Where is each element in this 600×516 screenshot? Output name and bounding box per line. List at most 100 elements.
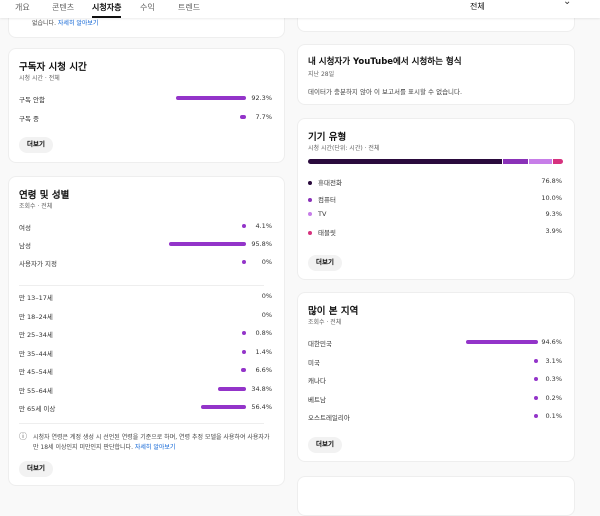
row-percent: 3.9% (545, 226, 562, 235)
tab-trends[interactable]: 트렌드 (178, 3, 201, 12)
list-item: 태블릿 3.9% (308, 226, 562, 237)
row-label: 여성 (19, 224, 31, 232)
see-more-button[interactable]: 더보기 (19, 137, 53, 153)
list-item: 만 55–64세 34.8% (19, 384, 272, 395)
row-percent: 3.1% (545, 356, 562, 365)
value-bar (534, 395, 538, 400)
list-item: TV 9.3% (308, 209, 562, 219)
row-label: 오스트레일리아 (308, 414, 350, 422)
row-percent: 10.0% (541, 193, 562, 202)
value-bar (534, 377, 538, 381)
value-bar (534, 358, 538, 363)
row-percent: 94.6% (541, 338, 562, 346)
see-more-button[interactable]: 더보기 (308, 255, 342, 271)
value-bar (218, 386, 246, 391)
list-item: 캐나다 0.3% (308, 374, 562, 385)
row-label: 구독 중 (19, 115, 40, 123)
filter-dropdown[interactable]: 전체 (470, 2, 485, 11)
formats-card: 내 시청자가 YouTube에서 시청하는 형식 지난 28일 데이터가 충분하… (297, 44, 575, 105)
device-label: 컴퓨터 (318, 195, 336, 204)
card-subtitle: 시청 시간 · 전체 (19, 75, 60, 82)
list-item: 여성 4.1% (19, 221, 272, 232)
device-segment (502, 159, 528, 164)
next-card (297, 476, 575, 516)
row-label: 구독 안함 (19, 96, 45, 104)
row-percent: 92.3% (251, 94, 272, 102)
value-bar (242, 331, 246, 335)
value-bar (466, 340, 538, 344)
row-percent: 4.1% (255, 222, 272, 230)
card-subtitle: 지난 28일 (308, 71, 335, 78)
list-item: 만 13–17세 0% (19, 291, 272, 302)
divider (19, 423, 264, 424)
card-title: 많이 본 지역 (308, 306, 359, 317)
row-label: 만 25–34세 (19, 331, 53, 339)
row-percent: 95.8% (251, 240, 272, 248)
row-percent: 56.4% (251, 403, 272, 411)
no-data-message: 데이터가 충분하지 않아 이 보고서를 표시할 수 없습니다. (308, 88, 463, 96)
card-subtitle: 조회수 · 전체 (19, 203, 53, 210)
list-item: 베트남 0.2% (308, 393, 562, 404)
tab-content[interactable]: 콘텐츠 (52, 3, 75, 12)
row-label: 미국 (308, 358, 320, 367)
row-label: 만 35–44세 (19, 349, 53, 358)
see-more-button[interactable]: 더보기 (19, 461, 53, 477)
tab-audience[interactable]: 시청자층 (92, 2, 122, 18)
list-item: 휴대전화 76.8% (308, 176, 562, 187)
card-title: 내 시청자가 YouTube에서 시청하는 형식 (308, 57, 462, 67)
see-more-button[interactable]: 더보기 (308, 437, 342, 453)
row-label: 태블릿 (308, 227, 336, 237)
device-type-card: 기기 유형 시청 시간(단위: 시간) · 전체 휴대전화 76.8% 컴퓨터 10.… (297, 118, 575, 280)
tab-overview[interactable]: 개요 (15, 3, 30, 12)
row-percent: 9.3% (545, 210, 562, 218)
row-label: 컴퓨터 (308, 194, 336, 204)
card-subtitle: 시청 시간(단위: 시간) · 전체 (308, 145, 380, 152)
info-icon: ⓘ (19, 432, 27, 441)
list-item: 구독 안함 92.3% (19, 93, 272, 104)
row-label: 베트남 (308, 395, 326, 404)
row-label: TV (308, 210, 326, 218)
chevron-down-icon[interactable]: ⌄ (563, 0, 572, 7)
value-bar (242, 260, 246, 264)
value-bar (200, 405, 246, 409)
row-label: 만 18–24세 (19, 312, 53, 321)
list-item: 구독 중 7.7% (19, 112, 272, 123)
list-item: 만 18–24세 0% (19, 310, 272, 321)
list-item: 만 45–54세 6.6% (19, 365, 272, 376)
list-item: 만 65세 이상 56.4% (19, 402, 272, 413)
legend-dot-icon (308, 197, 312, 202)
learn-more-link[interactable]: 자세히 알아보기 (134, 444, 176, 451)
list-item: 미국 3.1% (308, 356, 562, 367)
row-percent: 1.4% (255, 347, 272, 356)
card-title: 연령 및 성별 (19, 190, 70, 201)
card-title: 구독자 시청 시간 (19, 62, 87, 73)
row-label: 만 45–54세 (19, 368, 53, 376)
subscriber-watch-card: 구독자 시청 시간 시청 시간 · 전체 구독 안함 92.3% 구독 중 7.7% … (8, 48, 285, 163)
row-percent: 0% (261, 292, 272, 300)
age-note: 시청자 연령은 계정 생성 시 선언된 연령을 기준으로 하며, 연령 추정 모… (33, 434, 270, 451)
value-bar (242, 349, 246, 354)
row-percent: 34.8% (251, 384, 272, 393)
row-percent: 7.7% (255, 113, 272, 121)
card-title: 기기 유형 (308, 132, 347, 143)
age-gender-card: 연령 및 성별 조회수 · 전체 여성 4.1% 남성 95.8% 사용자가 지정 0% 만… (8, 176, 285, 486)
top-regions-card: 많이 본 지역 조회수 · 전체 대한민국 94.6% 미국 3.1% 캐나다 0.3% 베… (297, 292, 575, 462)
learn-more-link[interactable]: 자세히 알아보기 (57, 20, 99, 27)
device-label: 휴대전화 (318, 179, 342, 187)
legend-dot-icon (308, 181, 312, 185)
row-label: 사용자가 지정 (19, 260, 57, 268)
value-bar (534, 414, 538, 418)
row-label: 캐나다 (308, 377, 326, 385)
row-percent: 6.6% (255, 366, 272, 374)
row-percent: 0.2% (545, 393, 562, 402)
list-item: 오스트레일리아 0.1% (308, 411, 562, 422)
legend-dot-icon (308, 212, 312, 216)
card-subtitle: 조회수 · 전체 (308, 319, 342, 326)
list-item: 사용자가 지정 0% (19, 257, 272, 268)
row-percent: 0.8% (255, 329, 272, 337)
list-item: 남성 95.8% (19, 239, 272, 250)
list-item: 만 35–44세 1.4% (19, 347, 272, 358)
tab-revenue[interactable]: 수익 (140, 3, 155, 12)
row-label: 휴대전화 (308, 177, 342, 187)
list-item: 컴퓨터 10.0% (308, 193, 562, 204)
